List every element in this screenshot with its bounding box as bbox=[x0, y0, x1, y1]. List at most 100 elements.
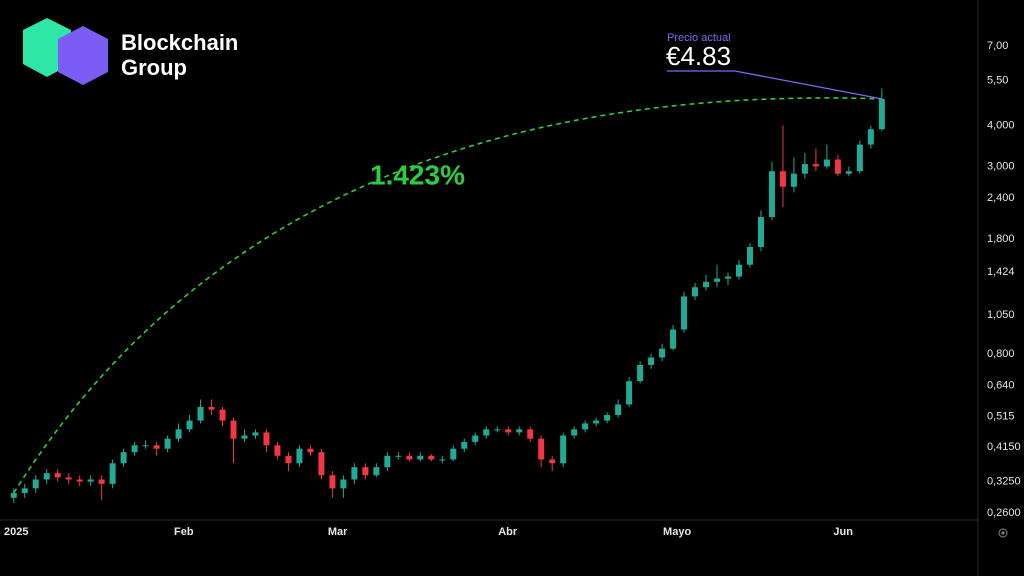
candle-body bbox=[725, 276, 732, 279]
candle-body bbox=[790, 173, 797, 187]
candle-body bbox=[131, 445, 138, 453]
candle-body bbox=[538, 438, 545, 460]
price-label: €4.83 bbox=[666, 41, 731, 71]
candle-body bbox=[571, 429, 578, 436]
x-tick-label: Feb bbox=[174, 526, 194, 538]
y-tick-label: 1,800 bbox=[987, 233, 1015, 245]
candle-body bbox=[834, 159, 841, 174]
candle-body bbox=[406, 455, 413, 460]
candle-body bbox=[878, 98, 885, 130]
candle-body bbox=[703, 281, 710, 288]
candle-body bbox=[164, 438, 171, 449]
y-tick-label: 0,640 bbox=[987, 379, 1015, 391]
candle-body bbox=[65, 477, 72, 480]
y-tick-label: 4,000 bbox=[987, 120, 1015, 132]
settings-icon-dot bbox=[1001, 531, 1005, 535]
candle-body bbox=[384, 455, 391, 468]
candle-body bbox=[483, 429, 490, 436]
price-pointer bbox=[667, 70, 882, 100]
y-tick-label: 7,00 bbox=[987, 40, 1008, 52]
candle-body bbox=[648, 357, 655, 365]
y-tick-label: 1,050 bbox=[987, 309, 1015, 321]
y-tick-label: 0,800 bbox=[987, 348, 1015, 360]
candle-body bbox=[362, 467, 369, 476]
x-tick-label: 2025 bbox=[4, 526, 28, 538]
candle-body bbox=[109, 463, 116, 484]
candle-body bbox=[560, 435, 567, 464]
y-tick-label: 5,50 bbox=[987, 74, 1008, 86]
y-tick-label: 0,515 bbox=[987, 410, 1015, 422]
x-tick-label: Mayo bbox=[663, 526, 691, 538]
price-caption: Precio actual bbox=[667, 32, 731, 44]
candle-body bbox=[615, 404, 622, 415]
candle-body bbox=[153, 445, 160, 449]
candle-body bbox=[801, 164, 808, 174]
candle-body bbox=[98, 479, 105, 484]
candle-body bbox=[87, 479, 94, 482]
candle-body bbox=[186, 420, 193, 430]
candle-body bbox=[637, 364, 644, 382]
candle-body bbox=[779, 171, 786, 187]
candle-body bbox=[582, 423, 589, 430]
candle-body bbox=[757, 217, 764, 247]
candle-body bbox=[54, 473, 61, 478]
candle-body bbox=[823, 159, 830, 167]
candle-body bbox=[659, 348, 666, 358]
gain-label: 1.423% bbox=[370, 159, 465, 190]
x-tick-label: Jun bbox=[833, 526, 853, 538]
y-tick-label: 0,3250 bbox=[987, 476, 1021, 488]
brand-line: Blockchain bbox=[121, 30, 238, 55]
candle-body bbox=[373, 467, 380, 476]
candle-body bbox=[318, 452, 325, 476]
logo: Blockchain Group bbox=[23, 18, 238, 85]
y-tick-label: 1,424 bbox=[987, 266, 1015, 278]
candle-body bbox=[461, 441, 468, 449]
candle-body bbox=[219, 409, 226, 421]
settings-icon[interactable] bbox=[998, 528, 1008, 538]
candle-body bbox=[197, 407, 204, 421]
candle-body bbox=[263, 432, 270, 446]
candle-body bbox=[735, 264, 742, 277]
candle-body bbox=[505, 429, 512, 433]
candle-body bbox=[120, 452, 127, 464]
candle-body bbox=[21, 488, 28, 494]
candle-body bbox=[32, 479, 39, 489]
candle-body bbox=[296, 448, 303, 464]
candle-body bbox=[768, 171, 775, 218]
candle-body bbox=[208, 407, 215, 410]
candle-body bbox=[230, 420, 237, 439]
candle-body bbox=[285, 455, 292, 464]
candle-body bbox=[329, 475, 336, 489]
candle-body bbox=[670, 329, 677, 349]
candle-body bbox=[516, 429, 523, 433]
candle-body bbox=[593, 420, 600, 424]
candle-body bbox=[549, 459, 556, 464]
candle-body bbox=[142, 445, 149, 447]
logo-hex-purple bbox=[58, 26, 108, 85]
candle-body bbox=[307, 448, 314, 453]
candle-body bbox=[812, 164, 819, 167]
brand-line: Group bbox=[121, 55, 187, 80]
candle-body bbox=[241, 435, 248, 439]
candle-body bbox=[681, 296, 688, 330]
candle-body bbox=[845, 171, 852, 174]
y-tick-label: 0,4150 bbox=[987, 441, 1021, 453]
candle-body bbox=[527, 429, 534, 439]
x-tick-label: Abr bbox=[498, 526, 518, 538]
candle-body bbox=[351, 467, 358, 480]
candle-body bbox=[856, 144, 863, 172]
y-tick-label: 3,000 bbox=[987, 160, 1015, 172]
y-tick-label: 2,400 bbox=[987, 192, 1015, 204]
candle-body bbox=[450, 448, 457, 460]
candle-body bbox=[428, 455, 435, 460]
x-tick-label: Mar bbox=[328, 526, 348, 538]
candle-body bbox=[746, 246, 753, 265]
candle-body bbox=[626, 381, 633, 405]
candle-body bbox=[274, 445, 281, 456]
gain-arc bbox=[13, 97, 882, 494]
candle-body bbox=[76, 479, 83, 482]
candle-body bbox=[175, 429, 182, 439]
candle-body bbox=[43, 473, 50, 480]
candle-body bbox=[340, 479, 347, 489]
